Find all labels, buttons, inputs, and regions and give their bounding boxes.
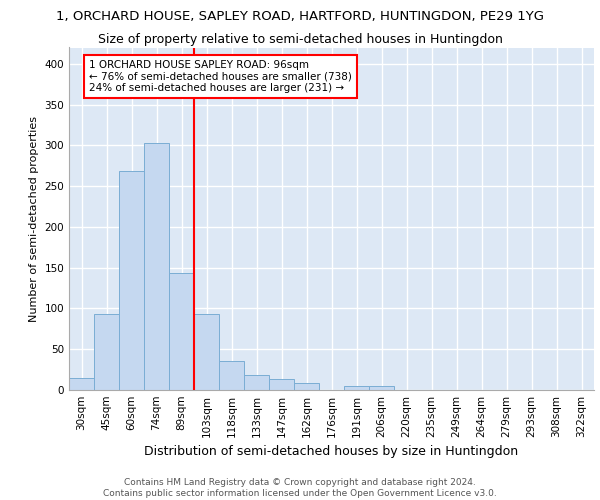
Bar (219, 362, 244, 390)
Bar (194, 314, 219, 390)
Bar (344, 386, 369, 390)
Text: 1 ORCHARD HOUSE SAPLEY ROAD: 96sqm
← 76% of semi-detached houses are smaller (73: 1 ORCHARD HOUSE SAPLEY ROAD: 96sqm ← 76%… (89, 60, 352, 93)
Bar (269, 380, 294, 390)
Bar (369, 386, 394, 390)
Bar (69, 378, 94, 390)
Bar (169, 274, 194, 390)
Text: Contains HM Land Registry data © Crown copyright and database right 2024.
Contai: Contains HM Land Registry data © Crown c… (103, 478, 497, 498)
Text: Size of property relative to semi-detached houses in Huntingdon: Size of property relative to semi-detach… (98, 32, 502, 46)
X-axis label: Distribution of semi-detached houses by size in Huntingdon: Distribution of semi-detached houses by … (145, 446, 518, 458)
Text: 1, ORCHARD HOUSE, SAPLEY ROAD, HARTFORD, HUNTINGDON, PE29 1YG: 1, ORCHARD HOUSE, SAPLEY ROAD, HARTFORD,… (56, 10, 544, 23)
Y-axis label: Number of semi-detached properties: Number of semi-detached properties (29, 116, 39, 322)
Bar (294, 382, 319, 390)
Bar (119, 170, 144, 390)
Bar (144, 143, 169, 390)
Bar (94, 314, 119, 390)
Bar (244, 376, 269, 390)
